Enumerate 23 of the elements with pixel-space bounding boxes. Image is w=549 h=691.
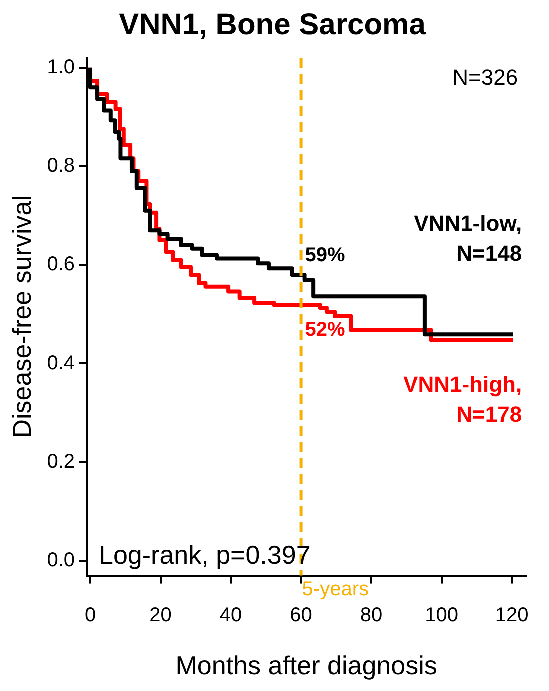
y-tick-label: 0.0 <box>47 550 76 572</box>
x-axis-title: Months after diagnosis <box>176 650 438 681</box>
y-tick-label: 0.4 <box>47 352 76 374</box>
x-tick-label: 100 <box>425 604 458 626</box>
annotation: 59% <box>305 244 346 267</box>
x-tick-label: 80 <box>360 604 383 626</box>
x-tick-label: 20 <box>150 604 172 626</box>
x-tick-label: 0 <box>84 604 96 626</box>
x-tick-label: 40 <box>220 604 242 626</box>
x-tick-label: 120 <box>495 604 529 626</box>
annotation: 52% <box>305 319 346 342</box>
y-axis-title: Disease-free survival <box>6 196 37 438</box>
series-label: VNN1-high, N=178 <box>404 372 522 428</box>
y-tick-label: 1.0 <box>47 56 76 78</box>
annotation: Log-rank, p=0.397 <box>99 540 311 570</box>
x-tick-label: 60 <box>290 604 312 626</box>
series-label: VNN1-low, N=148 <box>414 210 522 266</box>
y-tick-label: 0.2 <box>47 450 76 473</box>
y-tick-label: 0.8 <box>47 155 76 178</box>
ref-line-label: 5-years <box>302 578 369 600</box>
y-tick-label: 0.6 <box>47 254 76 276</box>
annotation: N=326 <box>452 65 518 90</box>
chart-title: VNN1, Bone Sarcoma <box>119 8 426 42</box>
